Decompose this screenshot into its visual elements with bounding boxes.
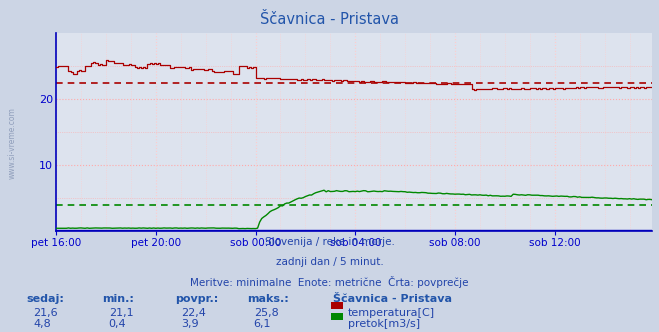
Text: Slovenija / reke in morje.: Slovenija / reke in morje.	[264, 237, 395, 247]
Text: 21,6: 21,6	[33, 308, 57, 318]
Text: Ščavnica - Pristava: Ščavnica - Pristava	[333, 294, 452, 304]
Text: zadnji dan / 5 minut.: zadnji dan / 5 minut.	[275, 257, 384, 267]
Text: 6,1: 6,1	[254, 319, 272, 329]
Text: min.:: min.:	[102, 294, 134, 304]
Text: 22,4: 22,4	[181, 308, 206, 318]
Text: 0,4: 0,4	[109, 319, 127, 329]
Text: maks.:: maks.:	[247, 294, 289, 304]
Text: povpr.:: povpr.:	[175, 294, 218, 304]
Text: 21,1: 21,1	[109, 308, 133, 318]
Text: sedaj:: sedaj:	[26, 294, 64, 304]
Text: 3,9: 3,9	[181, 319, 199, 329]
Text: 25,8: 25,8	[254, 308, 279, 318]
Text: www.si-vreme.com: www.si-vreme.com	[8, 107, 17, 179]
Text: Meritve: minimalne  Enote: metrične  Črta: povprečje: Meritve: minimalne Enote: metrične Črta:…	[190, 276, 469, 288]
Text: 4,8: 4,8	[33, 319, 51, 329]
Text: Ščavnica - Pristava: Ščavnica - Pristava	[260, 12, 399, 27]
Text: temperatura[C]: temperatura[C]	[348, 308, 435, 318]
Text: pretok[m3/s]: pretok[m3/s]	[348, 319, 420, 329]
